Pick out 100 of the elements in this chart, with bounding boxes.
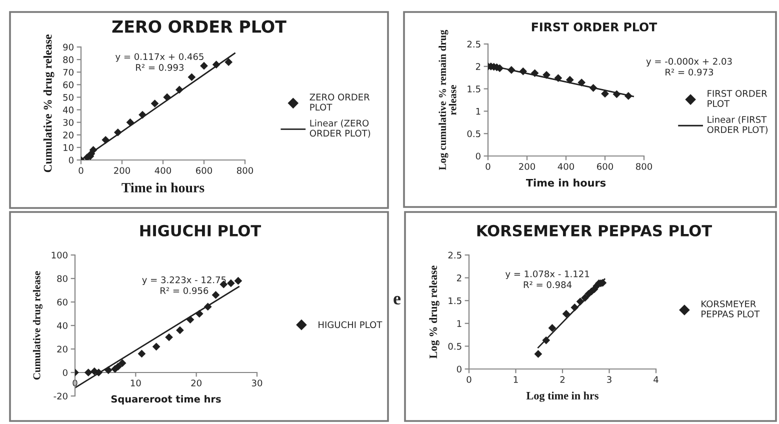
x-tick-label: 3 <box>607 376 612 383</box>
y-tick-label: 60 <box>63 81 74 88</box>
point <box>163 93 172 102</box>
y-axis-title: Cumulative drug release <box>32 271 42 380</box>
x-axis-title: Squareroot time hrs <box>111 395 221 405</box>
point <box>576 298 584 306</box>
point <box>114 128 122 136</box>
point <box>175 86 184 94</box>
point <box>165 333 173 342</box>
y-tick-label: 70 <box>63 68 74 76</box>
text: y = -0.000x + 2.03 R² = 0.973 <box>646 58 732 76</box>
legend-label: KORSMEYER PEPPAS PLOT <box>702 300 760 318</box>
x-tick-label: 400 <box>154 167 172 174</box>
y-tick-label: 80 <box>63 56 74 64</box>
x-tick-label: 200 <box>114 167 130 174</box>
point <box>624 92 632 100</box>
x-tick-label: 0 <box>78 167 84 174</box>
point <box>224 58 233 66</box>
legend-label: FIRST ORDER PLOT <box>708 90 768 107</box>
point <box>548 324 556 332</box>
annotation: y = 1.078x - 1.121 R² = 0.984 <box>505 270 590 288</box>
y-tick-label: 40 <box>57 322 68 330</box>
point <box>578 78 586 86</box>
y-axis-title: Log % drug release <box>429 266 440 358</box>
chart-title: HIGUCHI PLOT <box>140 224 262 236</box>
legend-label: HIGUCHI PLOT <box>318 321 382 328</box>
x-axis-title: Log time in hrs <box>526 392 598 402</box>
chart-title: FIRST ORDER PLOT <box>532 22 658 32</box>
x-tick-label: 0 <box>486 163 490 170</box>
y-tick-label: 2 <box>456 274 462 282</box>
point <box>234 276 242 285</box>
annotation: y = 0.117x + 0.465 R² = 0.993 <box>116 53 204 71</box>
x-tick-label: 2 <box>560 376 564 383</box>
point <box>138 110 146 119</box>
x-tick-label: 200 <box>519 163 536 170</box>
point <box>204 302 212 311</box>
point <box>152 342 160 351</box>
point <box>195 310 204 318</box>
point <box>212 60 220 69</box>
y-tick-label: -20 <box>54 392 68 400</box>
chart-title: ZERO ORDER PLOT <box>112 20 286 33</box>
y-tick-label: 100 <box>52 252 68 259</box>
point <box>188 73 196 82</box>
point <box>601 90 609 98</box>
x-tick-label: 30 <box>252 380 262 386</box>
y-tick-label: 0.5 <box>448 342 462 350</box>
point <box>612 90 621 98</box>
y-tick-label: 90 <box>63 44 74 51</box>
point <box>226 279 235 288</box>
point <box>138 350 146 358</box>
point <box>566 76 574 84</box>
y-tick-label: 2 <box>476 63 480 70</box>
point <box>542 70 550 79</box>
point <box>102 136 110 144</box>
point <box>104 366 112 374</box>
point <box>554 74 562 82</box>
point <box>176 326 184 334</box>
x-tick-label: 800 <box>236 167 254 174</box>
x-tick-label: 600 <box>597 163 614 170</box>
y-axis-title: Cumulative % drug release <box>43 34 54 172</box>
y-axis-title: Log cumulative % remain drug release <box>438 30 456 170</box>
point <box>562 310 570 318</box>
y-tick-label: 50 <box>63 94 74 101</box>
point <box>581 294 589 302</box>
point <box>94 368 103 376</box>
point <box>126 118 134 126</box>
x-tick-label: 10 <box>130 380 141 386</box>
y-tick-label: 1.5 <box>468 86 480 92</box>
point <box>150 100 159 108</box>
legend-label: ZERO ORDER PLOT <box>310 94 370 111</box>
point <box>534 350 542 358</box>
chart-title: KORSEMEYER PEPPAS PLOT <box>477 224 712 236</box>
legend-label: Linear (ZERO ORDER PLOT) <box>310 120 370 138</box>
y-tick-label: 0 <box>62 369 68 376</box>
point <box>114 362 122 371</box>
x-axis-title: Time in hours <box>122 182 204 192</box>
point <box>530 69 539 78</box>
point <box>507 66 516 74</box>
y-tick-label: 0.5 <box>467 130 480 138</box>
text: e <box>394 296 401 305</box>
point <box>589 84 598 92</box>
legend-label: Linear (FIRST ORDER PLOT) <box>707 116 768 134</box>
y-tick-label: 60 <box>57 298 68 306</box>
x-tick-label: 4 <box>654 376 658 383</box>
y-tick-label: 1 <box>457 320 462 327</box>
y-tick-label: 20 <box>63 132 74 138</box>
x-tick-label: 1 <box>514 376 518 383</box>
y-tick-label: 1.5 <box>448 297 462 304</box>
y-tick-label: 0 <box>476 152 480 160</box>
point <box>118 359 126 368</box>
point <box>84 368 92 376</box>
x-tick-label: 20 <box>191 380 202 386</box>
y-tick-label: 2.5 <box>448 252 462 259</box>
point <box>200 62 208 70</box>
x-axis-title: Time in hours <box>526 178 606 187</box>
point <box>570 304 579 312</box>
y-tick-label: 20 <box>57 346 68 353</box>
point <box>212 291 220 299</box>
y-tick-label: 0 <box>68 156 74 164</box>
y-tick-label: 1 <box>476 108 480 115</box>
